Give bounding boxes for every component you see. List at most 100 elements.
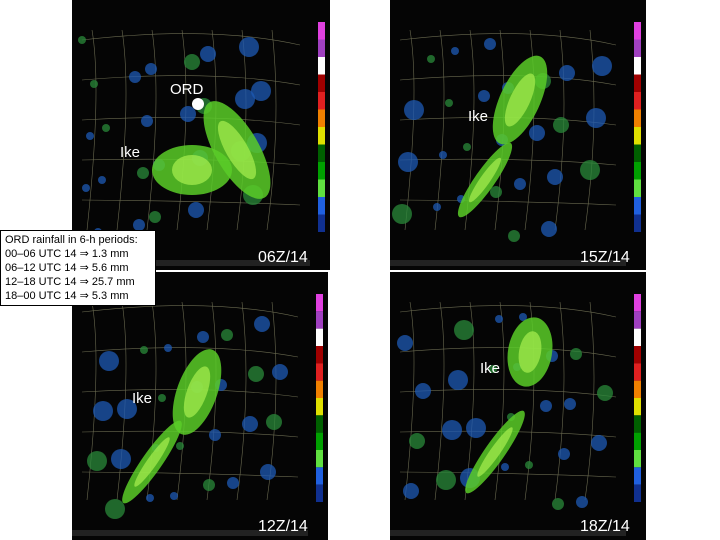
map-border [399,305,617,318]
map-border [554,301,565,501]
radar-background [72,0,330,270]
radar-echo [140,346,148,354]
radar-panel [390,272,646,540]
radar-background [390,272,646,540]
radar-echo [146,494,154,502]
radar-echo [87,451,107,471]
color-scale [318,109,325,127]
radar-storm-core [504,73,536,127]
box-frame [0,230,156,306]
radar-echo [519,313,527,321]
map-border [81,33,301,46]
radar-echo [576,496,588,508]
color-scale [316,415,323,433]
map-border [81,305,299,318]
radar-echo [448,370,468,390]
color-scale [318,127,325,145]
radar-echo [415,383,431,399]
footer-strip [390,530,626,536]
color-scale [634,484,641,502]
map-border [81,117,301,126]
map-border [81,75,301,86]
radar-storm-core [477,427,513,477]
radar-echo [525,461,533,469]
map-border [146,29,157,231]
radar-echo [427,55,435,63]
color-scale [634,450,641,468]
color-scale [634,467,641,485]
radar-echo [78,36,86,44]
radar-echo [570,348,582,360]
color-scale [634,22,641,40]
radar-echo [454,320,474,340]
radar-echo [463,143,471,151]
color-scale [318,92,325,110]
radar-echo [564,398,576,410]
map-border [81,471,299,478]
radar-echo [541,221,557,237]
radar-echo [266,414,282,430]
box-line: 12–18 UTC 14 ⇒ 25.7 mm [5,276,135,288]
color-scale [318,197,325,215]
radar-echo [495,315,503,323]
radar-echo [466,418,486,438]
map-border [399,471,617,478]
color-scale [316,450,323,468]
radar-echo [170,492,178,500]
radar-echo [254,316,270,332]
color-scale [634,109,641,127]
color-scale [318,144,325,162]
map-border [116,29,127,231]
radar-echo [501,463,509,471]
radar-echo [445,99,453,107]
radar-echo [260,464,276,480]
map-border [236,301,247,501]
radar-storm-core [468,157,502,203]
storm-label: Ike [132,390,152,407]
radar-echo [251,81,271,101]
radar-echo [592,56,612,76]
radar-echo [129,71,141,83]
radar-echo [436,470,456,490]
box-line: 06–12 UTC 14 ⇒ 5.6 mm [5,262,129,274]
map-border [86,29,97,231]
storm-label: Ike [120,144,140,161]
color-scale [318,22,325,40]
radar-echo [141,115,153,127]
radar-panel [72,0,330,270]
time-label: 12Z/14 [258,518,308,535]
color-scale [316,328,323,346]
radar-echo [197,331,209,343]
radar-echo [184,54,200,70]
color-scale [634,162,641,180]
color-scale [318,74,325,92]
radar-storm-core [172,155,212,185]
radar-echo [200,46,216,62]
radar-echo [158,394,166,402]
footer-strip [72,260,310,266]
color-scale [634,39,641,57]
box-line: 00–06 UTC 14 ⇒ 1.3 mm [5,248,129,260]
color-scale [634,415,641,433]
radar-echo [586,108,606,128]
radar-echo [235,89,255,109]
map-border [404,301,415,501]
color-scale [318,179,325,197]
radar-echo [558,448,570,460]
radar-echo [529,125,545,141]
radar-storm-core [183,366,211,418]
radar-echo [547,169,563,185]
radar-echo [227,477,239,489]
color-scale [634,294,641,312]
radar-echo [398,152,418,172]
color-scale [634,197,641,215]
color-scale [634,328,641,346]
map-border [266,29,277,231]
color-scale [316,398,323,416]
radar-echo [272,364,288,380]
radar-echo [99,351,119,371]
radar-panel [72,272,328,540]
color-scale [316,380,323,398]
radar-echo [149,211,161,223]
